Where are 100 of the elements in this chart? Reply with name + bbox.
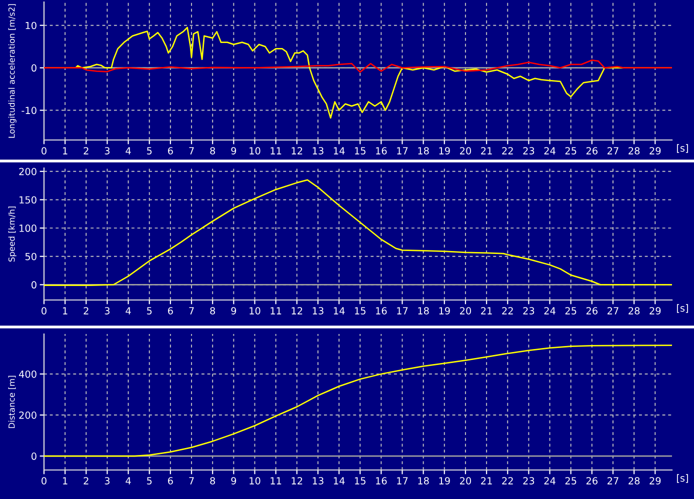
x-axis-title: [s] xyxy=(677,144,688,153)
x-tick-label: 3 xyxy=(104,307,110,314)
x-tick-label: 4 xyxy=(126,477,131,484)
x-tick-label: 13 xyxy=(312,307,324,314)
x-tick-label: 26 xyxy=(586,147,598,154)
x-tick-label: 4 xyxy=(126,147,131,154)
x-tick-label: 15 xyxy=(354,477,366,484)
x-tick-label: 24 xyxy=(544,147,556,154)
x-tick-label: 15 xyxy=(354,307,366,314)
y-tick-label: 400 xyxy=(18,370,36,378)
y-tick-label: 0 xyxy=(32,452,36,460)
x-tick-label: 18 xyxy=(418,477,429,484)
x-tick-label: 7 xyxy=(189,477,194,484)
x-tick-label: 25 xyxy=(565,477,576,484)
x-tick-label: 29 xyxy=(650,307,661,314)
x-tick-label: 15 xyxy=(354,147,366,154)
x-tick-label: 0 xyxy=(42,307,46,314)
x-tick-label: 27 xyxy=(608,307,618,314)
x-tick-label: 27 xyxy=(608,477,618,484)
x-axis-title: [s] xyxy=(677,474,688,483)
x-tick-label: 23 xyxy=(523,477,534,484)
x-tick-label: 21 xyxy=(481,477,492,484)
x-tick-label: 10 xyxy=(250,477,260,484)
y-tick-label: 0 xyxy=(32,281,36,289)
x-tick-label: 9 xyxy=(231,147,236,154)
x-tick-label: 27 xyxy=(608,147,618,154)
x-tick-label: 11 xyxy=(270,307,282,314)
x-tick-label: 29 xyxy=(650,477,661,484)
y-axis-title: Longitudinal acceleration [m/s2] xyxy=(8,4,16,138)
x-tick-label: 18 xyxy=(418,307,429,314)
x-tick-label: 11 xyxy=(270,477,282,484)
x-tick-label: 18 xyxy=(418,147,429,154)
x-tick-label: 25 xyxy=(565,147,576,154)
x-tick-label: 22 xyxy=(502,477,513,484)
x-tick-label: 8 xyxy=(210,147,216,154)
x-tick-label: 3 xyxy=(104,477,110,484)
x-tick-label: 4 xyxy=(126,307,131,314)
x-tick-label: 17 xyxy=(397,307,408,314)
x-tick-label: 0 xyxy=(42,477,46,484)
line-series xyxy=(44,59,672,73)
x-tick-label: 25 xyxy=(565,307,576,314)
x-tick-label: 21 xyxy=(481,147,492,154)
x-tick-label: 17 xyxy=(397,147,408,154)
x-tick-label: 29 xyxy=(650,147,661,154)
x-tick-label: 24 xyxy=(544,307,556,314)
x-tick-label: 12 xyxy=(292,307,302,314)
x-tick-label: 20 xyxy=(460,307,472,314)
x-tick-label: 19 xyxy=(439,147,450,154)
x-tick-label: 19 xyxy=(439,477,450,484)
y-tick-label: 0 xyxy=(32,64,36,72)
y-axis-title: Distance [m] xyxy=(8,376,16,428)
x-tick-label: 2 xyxy=(84,477,88,484)
y-tick-label: 200 xyxy=(19,412,36,419)
x-tick-label: 26 xyxy=(586,477,598,484)
y-axis-title: Speed [km/h] xyxy=(8,206,16,262)
x-tick-label: 6 xyxy=(168,477,173,484)
x-tick-label: 9 xyxy=(231,307,236,314)
x-tick-label: 7 xyxy=(189,147,194,154)
x-tick-label: 10 xyxy=(250,307,260,314)
y-tick-label: 100 xyxy=(20,224,36,232)
y-tick-label: 10 xyxy=(26,22,36,30)
x-tick-label: 19 xyxy=(439,307,450,314)
x-tick-label: 21 xyxy=(481,307,492,314)
y-tick-label: -10 xyxy=(22,106,36,114)
x-tick-label: 28 xyxy=(628,147,640,154)
x-tick-label: 5 xyxy=(147,477,152,484)
x-tick-label: 28 xyxy=(628,307,640,314)
y-tick-label: 50 xyxy=(25,252,36,260)
x-tick-label: 0 xyxy=(42,147,46,154)
x-tick-label: 7 xyxy=(189,307,194,314)
x-tick-label: 20 xyxy=(460,477,472,484)
x-tick-label: 8 xyxy=(210,477,216,484)
x-tick-label: 1 xyxy=(63,147,68,154)
x-tick-label: 17 xyxy=(397,477,408,484)
x-tick-label: 8 xyxy=(210,307,216,314)
x-tick-label: 13 xyxy=(312,147,324,154)
x-tick-label: 2 xyxy=(84,147,88,154)
x-tick-label: 26 xyxy=(586,307,598,314)
x-tick-label: 1 xyxy=(63,477,68,484)
x-tick-label: 6 xyxy=(168,307,173,314)
line-series xyxy=(44,179,672,286)
x-tick-label: 13 xyxy=(312,477,324,484)
x-tick-label: 12 xyxy=(292,147,302,154)
x-tick-label: 1 xyxy=(63,307,68,314)
x-tick-label: 11 xyxy=(270,147,282,154)
x-tick-label: 5 xyxy=(147,147,152,154)
x-tick-label: 16 xyxy=(376,147,387,154)
x-tick-label: 14 xyxy=(334,147,345,154)
x-tick-label: 3 xyxy=(104,147,110,154)
x-tick-label: 23 xyxy=(523,307,534,314)
x-tick-label: 24 xyxy=(544,477,556,484)
x-tick-label: 16 xyxy=(376,307,387,314)
x-tick-label: 9 xyxy=(231,477,236,484)
x-tick-label: 6 xyxy=(168,147,173,154)
x-tick-label: 20 xyxy=(460,147,472,154)
x-tick-label: 14 xyxy=(334,307,345,314)
x-tick-label: 5 xyxy=(147,307,152,314)
y-tick-label: 150 xyxy=(20,196,36,204)
line-series xyxy=(44,344,672,457)
x-tick-label: 12 xyxy=(292,477,302,484)
